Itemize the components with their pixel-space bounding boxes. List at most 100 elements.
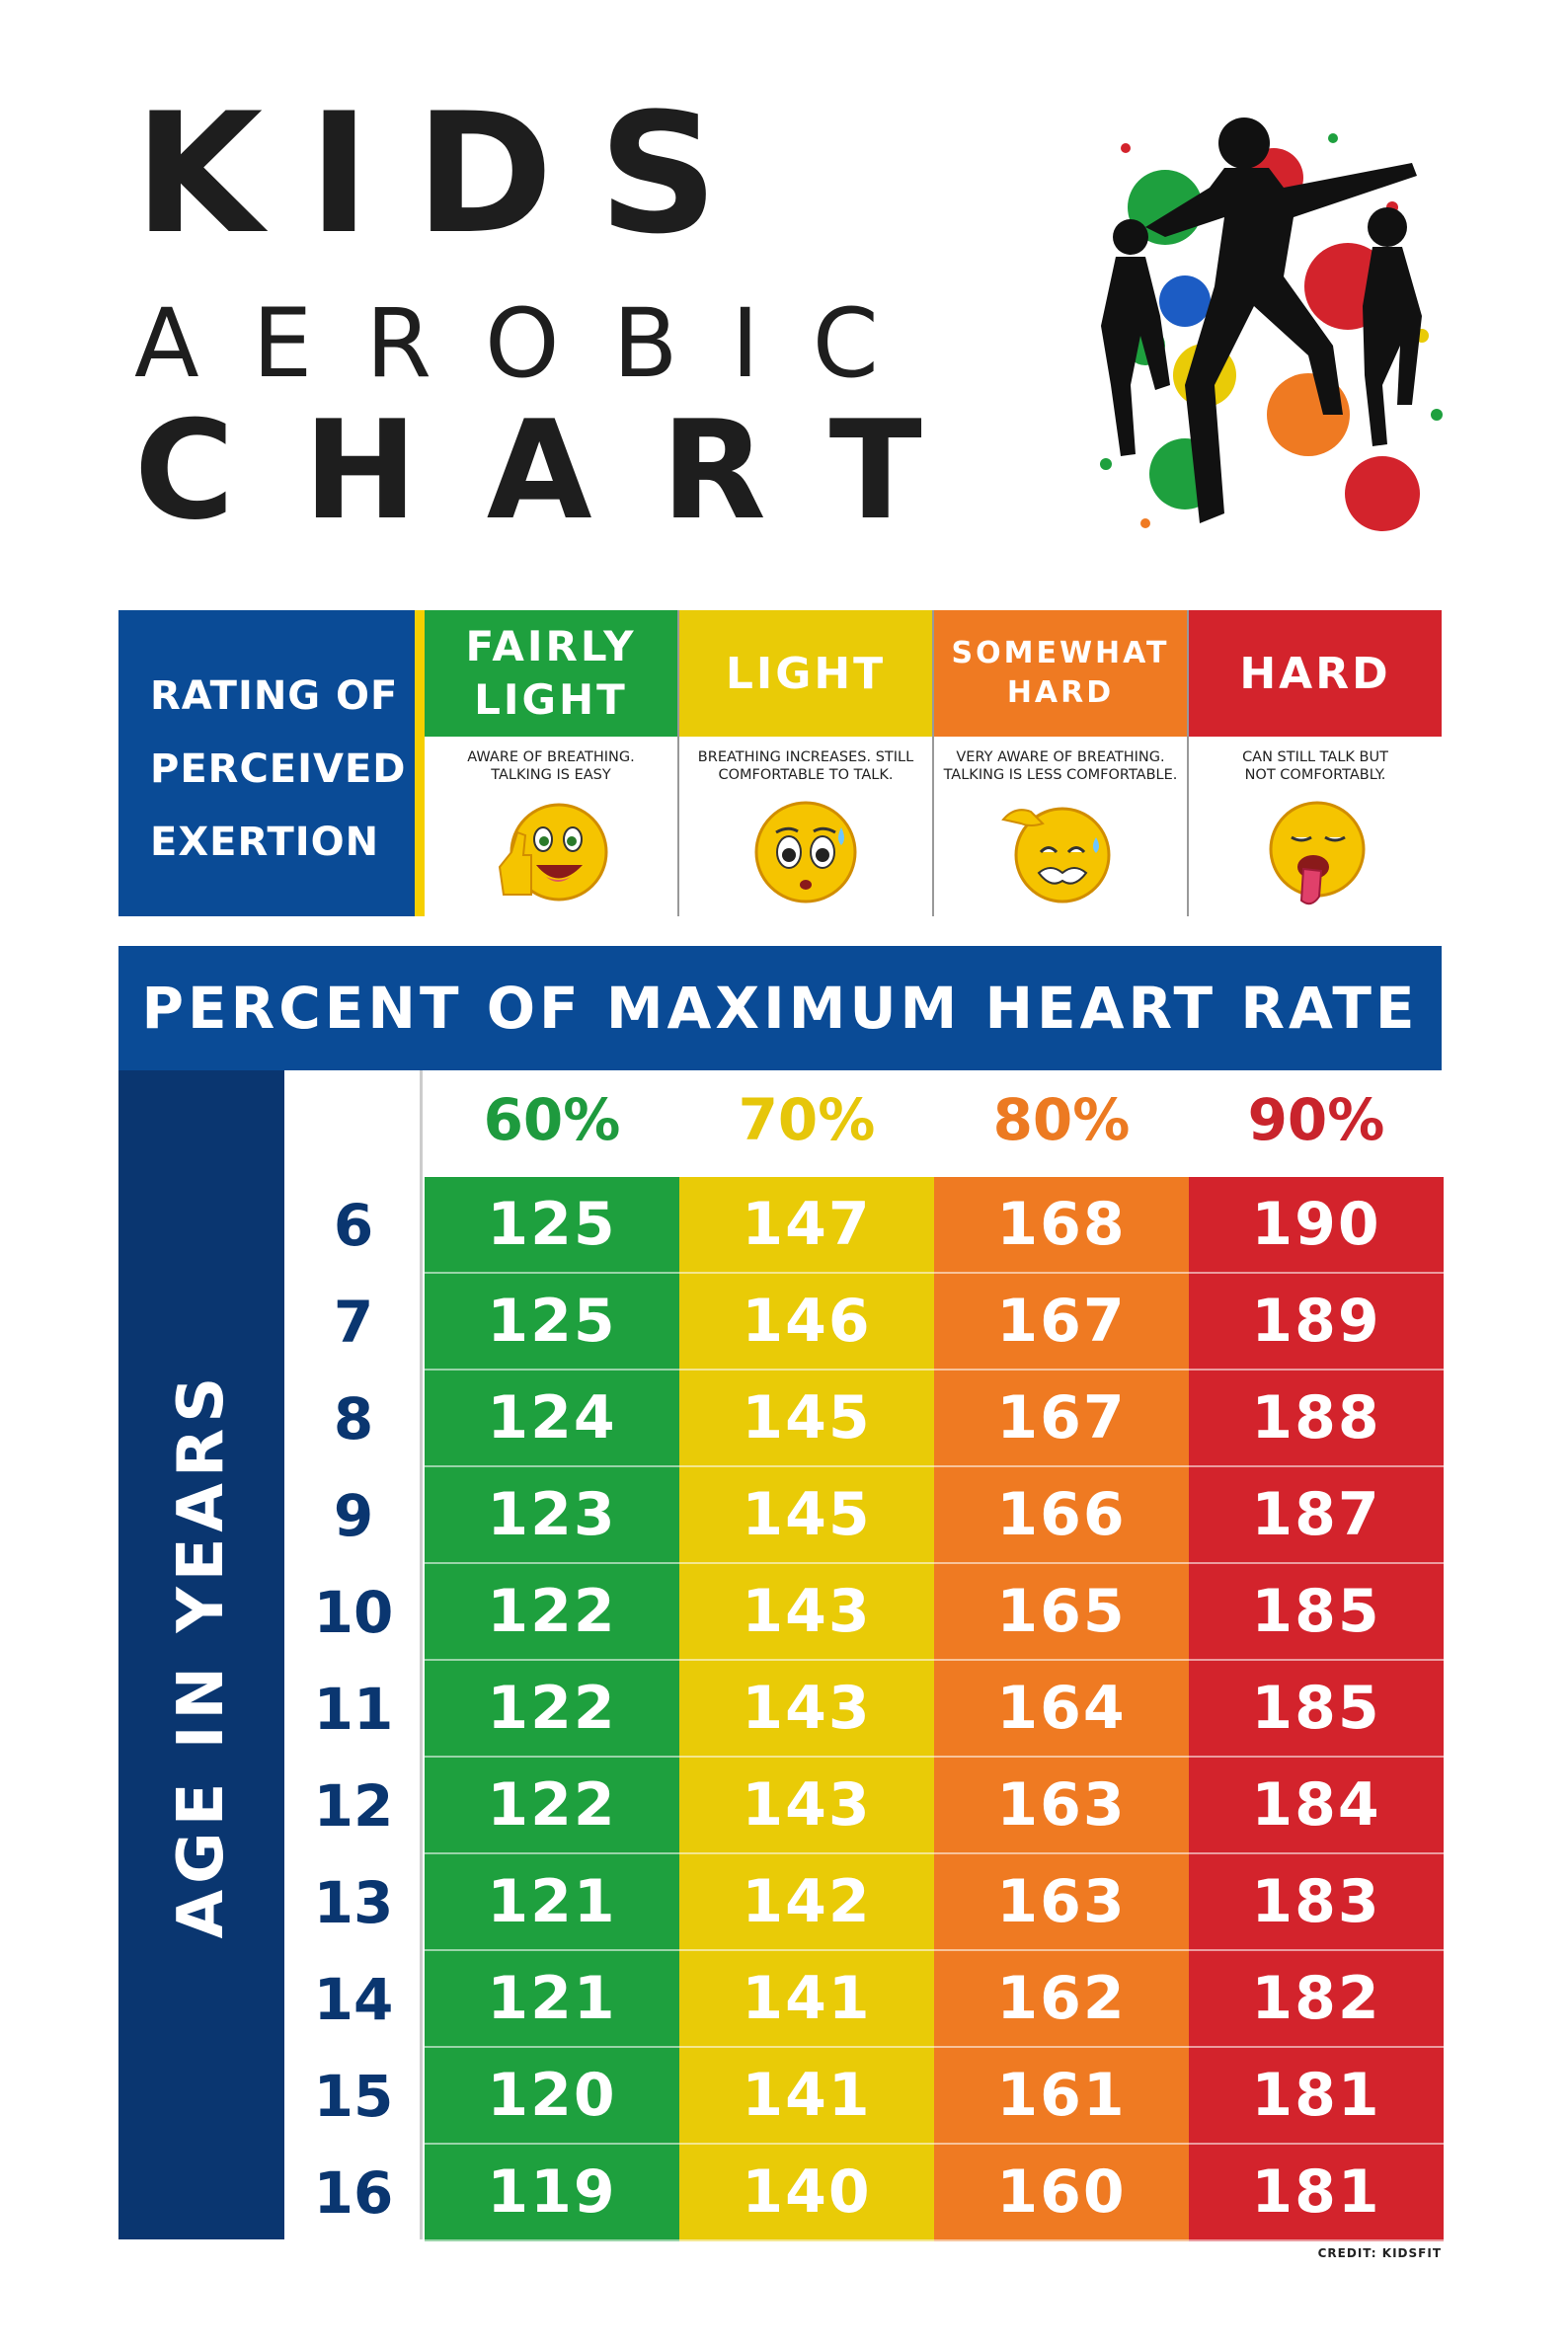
rpe-level-name: LIGHT — [474, 675, 628, 724]
heart-rate-cell: 119 — [425, 2145, 679, 2241]
age-row-label: 13 — [313, 1869, 394, 1936]
percent-column-header: 60% — [483, 1086, 621, 1153]
age-row-label: 15 — [313, 2063, 394, 2130]
exhausted-smiley-icon — [1001, 807, 1111, 903]
rpe-level-description: BREATHING INCREASES. STILL COMFORTABLE T… — [683, 748, 928, 784]
rpe-level-header: FAIRLY LIGHT — [425, 610, 677, 737]
percent-column-header: 70% — [738, 1086, 876, 1153]
heart-rate-cell: 185 — [1189, 1661, 1444, 1758]
rpe-level-name: FAIRLY — [465, 622, 637, 670]
heart-rate-cell: 145 — [679, 1467, 934, 1564]
heart-rate-cell: 141 — [679, 1951, 934, 2048]
heart-rate-cell: 125 — [425, 1177, 679, 1274]
age-row-label: 7 — [333, 1289, 374, 1356]
heart-rate-cell: 187 — [1189, 1467, 1444, 1564]
heart-rate-cell: 182 — [1189, 1951, 1444, 2048]
age-row-label: 14 — [313, 1966, 394, 2033]
heart-rate-cell: 121 — [425, 1854, 679, 1951]
rpe-panel: RATING OF PERCEIVED EXERTION FAIRLY LIGH… — [118, 610, 1442, 916]
rpe-level-header: HARD — [1189, 610, 1442, 737]
rpe-level-name: HARD — [1006, 675, 1115, 710]
heart-rate-cell: 123 — [425, 1467, 679, 1564]
heart-rate-cell: 163 — [934, 1854, 1189, 1951]
rpe-level-somewhat-hard: SOMEWHAT HARD VERY AWARE OF BREATHING. T… — [934, 610, 1189, 916]
heart-rate-cell: 166 — [934, 1467, 1189, 1564]
rpe-level-description: CAN STILL TALK BUT NOT COMFORTABLY. — [1193, 748, 1438, 784]
age-axis-label: AGE IN YEARS — [165, 1371, 238, 1939]
heart-rate-cell: 164 — [934, 1661, 1189, 1758]
heart-rate-cell: 141 — [679, 2048, 934, 2145]
heart-rate-cell: 183 — [1189, 1854, 1444, 1951]
percent-column-header: 90% — [1247, 1086, 1385, 1153]
title-chart: CHART — [134, 391, 991, 550]
heart-rate-cell: 181 — [1189, 2145, 1444, 2241]
heart-rate-cell: 142 — [679, 1854, 934, 1951]
rpe-level-light: LIGHT BREATHING INCREASES. STILL COMFORT… — [679, 610, 934, 916]
rpe-level-header: SOMEWHAT HARD — [934, 610, 1187, 737]
heart-rate-cell: 161 — [934, 2048, 1189, 2145]
heart-rate-cell: 140 — [679, 2145, 934, 2241]
heart-rate-cell: 145 — [679, 1371, 934, 1467]
heart-rate-cell: 146 — [679, 1274, 934, 1371]
rpe-desc-line: TALKING IS LESS COMFORTABLE. — [943, 767, 1178, 783]
heart-rate-table-title: PERCENT OF MAXIMUM HEART RATE — [118, 946, 1442, 1070]
age-row-label: 9 — [333, 1482, 374, 1549]
worried-sweat-smiley-icon — [754, 801, 857, 903]
title-aerobic: AEROBIC — [134, 288, 932, 399]
heart-rate-cell: 143 — [679, 1758, 934, 1854]
rpe-label-line: PERCEIVED — [150, 746, 407, 792]
rpe-level-fairly-light: FAIRLY LIGHT AWARE OF BREATHING. TALKING… — [425, 610, 679, 916]
rpe-label-line: RATING OF — [150, 673, 399, 719]
rpe-desc-line: CAN STILL TALK BUT — [1242, 749, 1388, 765]
heart-rate-cell: 125 — [425, 1274, 679, 1371]
heart-rate-cell: 143 — [679, 1564, 934, 1661]
rpe-desc-line: BREATHING INCREASES. STILL — [697, 749, 914, 765]
thumbs-up-smiley-icon — [498, 803, 608, 902]
age-row-label: 8 — [333, 1385, 374, 1452]
heart-rate-cell: 160 — [934, 2145, 1189, 2241]
rpe-desc-line: TALKING IS EASY — [491, 767, 611, 783]
rpe-level-header: LIGHT — [679, 610, 932, 737]
heart-rate-cell: 167 — [934, 1371, 1189, 1467]
heart-rate-cell: 189 — [1189, 1274, 1444, 1371]
age-row-label: 10 — [313, 1579, 394, 1646]
tongue-out-tired-smiley-icon — [1269, 801, 1366, 905]
rpe-level-name: LIGHT — [725, 648, 887, 699]
heart-rate-cell: 190 — [1189, 1177, 1444, 1274]
rpe-desc-line: AWARE OF BREATHING. — [467, 749, 635, 765]
age-column — [284, 1070, 423, 2239]
credit-text: CREDIT: KIDSFIT — [1317, 2246, 1442, 2260]
age-row-label: 11 — [313, 1676, 394, 1743]
heart-rate-cell: 185 — [1189, 1564, 1444, 1661]
heart-rate-cell: 122 — [425, 1564, 679, 1661]
rpe-label: RATING OF PERCEIVED EXERTION — [118, 610, 425, 916]
title-kids: KIDS — [134, 77, 764, 271]
rpe-level-hard: HARD CAN STILL TALK BUT NOT COMFORTABLY. — [1189, 610, 1442, 916]
percent-column-header: 80% — [992, 1086, 1131, 1153]
heart-rate-cell: 122 — [425, 1758, 679, 1854]
age-row-label: 16 — [313, 2159, 394, 2227]
heart-rate-cell: 122 — [425, 1661, 679, 1758]
age-axis-bar: AGE IN YEARS — [118, 1070, 284, 2239]
heart-rate-cell: 120 — [425, 2048, 679, 2145]
heart-rate-cell: 124 — [425, 1371, 679, 1467]
rpe-level-name: HARD — [1239, 648, 1391, 699]
heart-rate-cell: 168 — [934, 1177, 1189, 1274]
heart-rate-cell: 165 — [934, 1564, 1189, 1661]
age-row-label: 6 — [333, 1192, 374, 1259]
heart-rate-cell: 167 — [934, 1274, 1189, 1371]
heart-rate-cell: 184 — [1189, 1758, 1444, 1854]
heart-rate-cell: 181 — [1189, 2048, 1444, 2145]
rpe-label-line: EXERTION — [150, 820, 380, 865]
rpe-desc-line: VERY AWARE OF BREATHING. — [956, 749, 1165, 765]
running-kids-illustration-icon — [1100, 118, 1443, 531]
rpe-level-description: AWARE OF BREATHING. TALKING IS EASY — [429, 748, 673, 784]
heart-rate-cell: 121 — [425, 1951, 679, 2048]
rpe-desc-line: COMFORTABLE TO TALK. — [718, 767, 894, 783]
heart-rate-cell: 188 — [1189, 1371, 1444, 1467]
age-row-label: 12 — [313, 1772, 394, 1840]
heart-rate-cell: 163 — [934, 1758, 1189, 1854]
rpe-level-description: VERY AWARE OF BREATHING. TALKING IS LESS… — [938, 748, 1183, 784]
heart-rate-cell: 162 — [934, 1951, 1189, 2048]
rpe-level-name: SOMEWHAT — [951, 636, 1170, 670]
